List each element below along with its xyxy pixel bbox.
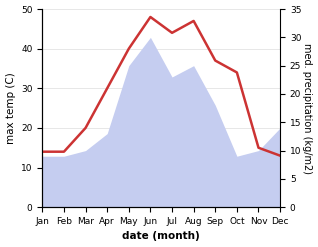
Y-axis label: med. precipitation (kg/m2): med. precipitation (kg/m2) [302, 43, 313, 174]
Y-axis label: max temp (C): max temp (C) [5, 72, 16, 144]
X-axis label: date (month): date (month) [122, 231, 200, 242]
